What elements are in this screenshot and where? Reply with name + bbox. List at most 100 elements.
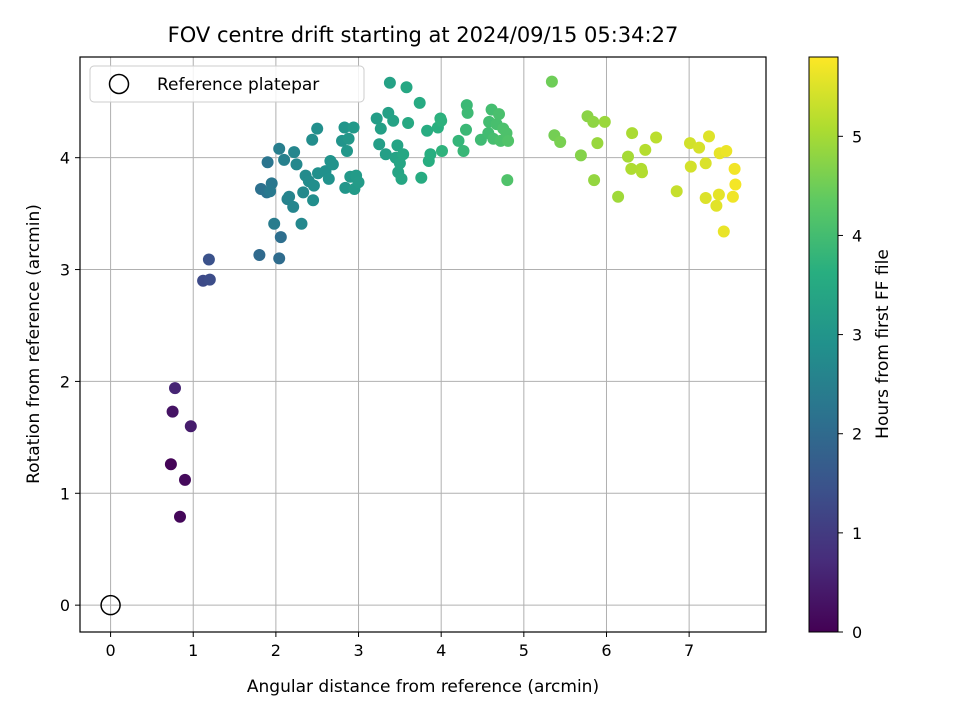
- data-point: [436, 145, 448, 157]
- data-point: [347, 121, 360, 134]
- data-point: [166, 405, 179, 418]
- data-point: [273, 142, 286, 155]
- legend: Reference platepar: [89, 65, 365, 103]
- colorbar-tick-label: 0: [852, 623, 862, 642]
- data-point: [435, 114, 448, 127]
- data-points: [164, 75, 742, 523]
- x-tick-label: 1: [188, 641, 198, 660]
- data-point: [397, 148, 410, 161]
- data-point: [693, 141, 706, 154]
- colorbar-tick-label: 3: [852, 326, 862, 345]
- data-point: [699, 157, 712, 170]
- data-point: [726, 190, 739, 203]
- data-point: [452, 134, 465, 147]
- data-point: [179, 473, 191, 486]
- data-point: [625, 162, 638, 175]
- y-tick-label: 4: [60, 149, 70, 168]
- data-point: [424, 148, 437, 161]
- data-point: [670, 185, 683, 198]
- data-point: [373, 138, 386, 151]
- data-point: [306, 133, 319, 146]
- colorbar-tick-label: 5: [852, 127, 862, 146]
- data-point: [650, 131, 663, 144]
- data-point: [710, 199, 723, 212]
- x-axis-ticks: 0 1 2 3 4 5 6 7: [105, 632, 694, 660]
- data-point: [290, 158, 303, 171]
- data-point: [684, 137, 696, 150]
- data-point: [203, 273, 216, 286]
- x-tick-label: 6: [601, 641, 611, 660]
- data-point: [322, 172, 335, 185]
- data-point: [339, 181, 352, 194]
- legend-entry-reference-platepar: Reference platepar: [157, 75, 319, 95]
- data-point: [402, 117, 415, 129]
- x-tick-label: 7: [684, 641, 694, 660]
- data-point: [391, 139, 404, 152]
- data-point: [457, 145, 470, 157]
- data-point: [612, 190, 625, 203]
- data-point: [421, 124, 434, 137]
- data-point: [684, 160, 697, 173]
- colorbar: [808, 56, 839, 633]
- data-point: [261, 156, 274, 169]
- reference-marker: [100, 594, 121, 616]
- data-point: [326, 158, 339, 171]
- data-point: [311, 122, 324, 135]
- data-point: [341, 145, 353, 157]
- data-point: [591, 137, 604, 150]
- data-point: [379, 148, 392, 161]
- y-axis-ticks: 0 1 2 3 4: [60, 149, 80, 615]
- data-point: [307, 194, 320, 207]
- data-point: [493, 108, 505, 121]
- data-point: [342, 132, 355, 145]
- colorbar-label: Hours from first FF file: [873, 249, 893, 439]
- data-point: [460, 123, 472, 136]
- x-tick-label: 0: [105, 641, 115, 660]
- data-point: [387, 114, 400, 127]
- x-tick-label: 4: [436, 641, 446, 660]
- legend-marker-circle: [108, 73, 130, 95]
- colorbar-ticks: 0 1 2 3 4 5: [838, 127, 862, 642]
- legend-box: [89, 65, 365, 103]
- data-point: [164, 458, 177, 471]
- data-point: [278, 153, 291, 166]
- data-point: [587, 115, 600, 128]
- x-axis-label: Angular distance from reference (arcmin): [247, 677, 599, 697]
- colorbar-tick-label: 2: [852, 425, 862, 444]
- y-tick-label: 2: [60, 372, 70, 391]
- data-point: [588, 174, 601, 187]
- y-tick-label: 1: [60, 484, 70, 503]
- data-point: [283, 190, 296, 203]
- data-point: [461, 106, 474, 119]
- colorbar-tick-label: 1: [852, 524, 862, 543]
- data-point: [268, 217, 281, 230]
- data-point: [415, 171, 428, 184]
- data-point: [554, 136, 567, 148]
- data-point: [717, 225, 730, 238]
- data-point: [274, 231, 287, 244]
- data-point: [703, 130, 715, 143]
- data-point: [598, 115, 611, 128]
- y-axis-label: Rotation from reference (arcmin): [24, 204, 44, 484]
- data-point: [729, 178, 742, 191]
- data-point: [400, 81, 413, 94]
- data-point: [383, 76, 396, 89]
- data-point: [253, 249, 266, 261]
- data-point: [374, 122, 387, 135]
- data-point: [184, 420, 197, 433]
- y-tick-label: 0: [60, 596, 70, 615]
- x-tick-label: 2: [271, 641, 281, 660]
- data-point: [413, 96, 426, 109]
- data-point: [501, 174, 514, 187]
- y-tick-label: 3: [60, 261, 70, 280]
- data-point: [395, 172, 408, 185]
- x-tick-label: 3: [353, 641, 363, 660]
- data-point: [174, 510, 186, 523]
- data-point: [699, 192, 712, 204]
- data-point: [639, 143, 652, 156]
- data-point: [338, 121, 351, 134]
- colorbar-tick-label: 4: [852, 226, 862, 245]
- data-point: [352, 176, 365, 189]
- data-point: [288, 146, 301, 159]
